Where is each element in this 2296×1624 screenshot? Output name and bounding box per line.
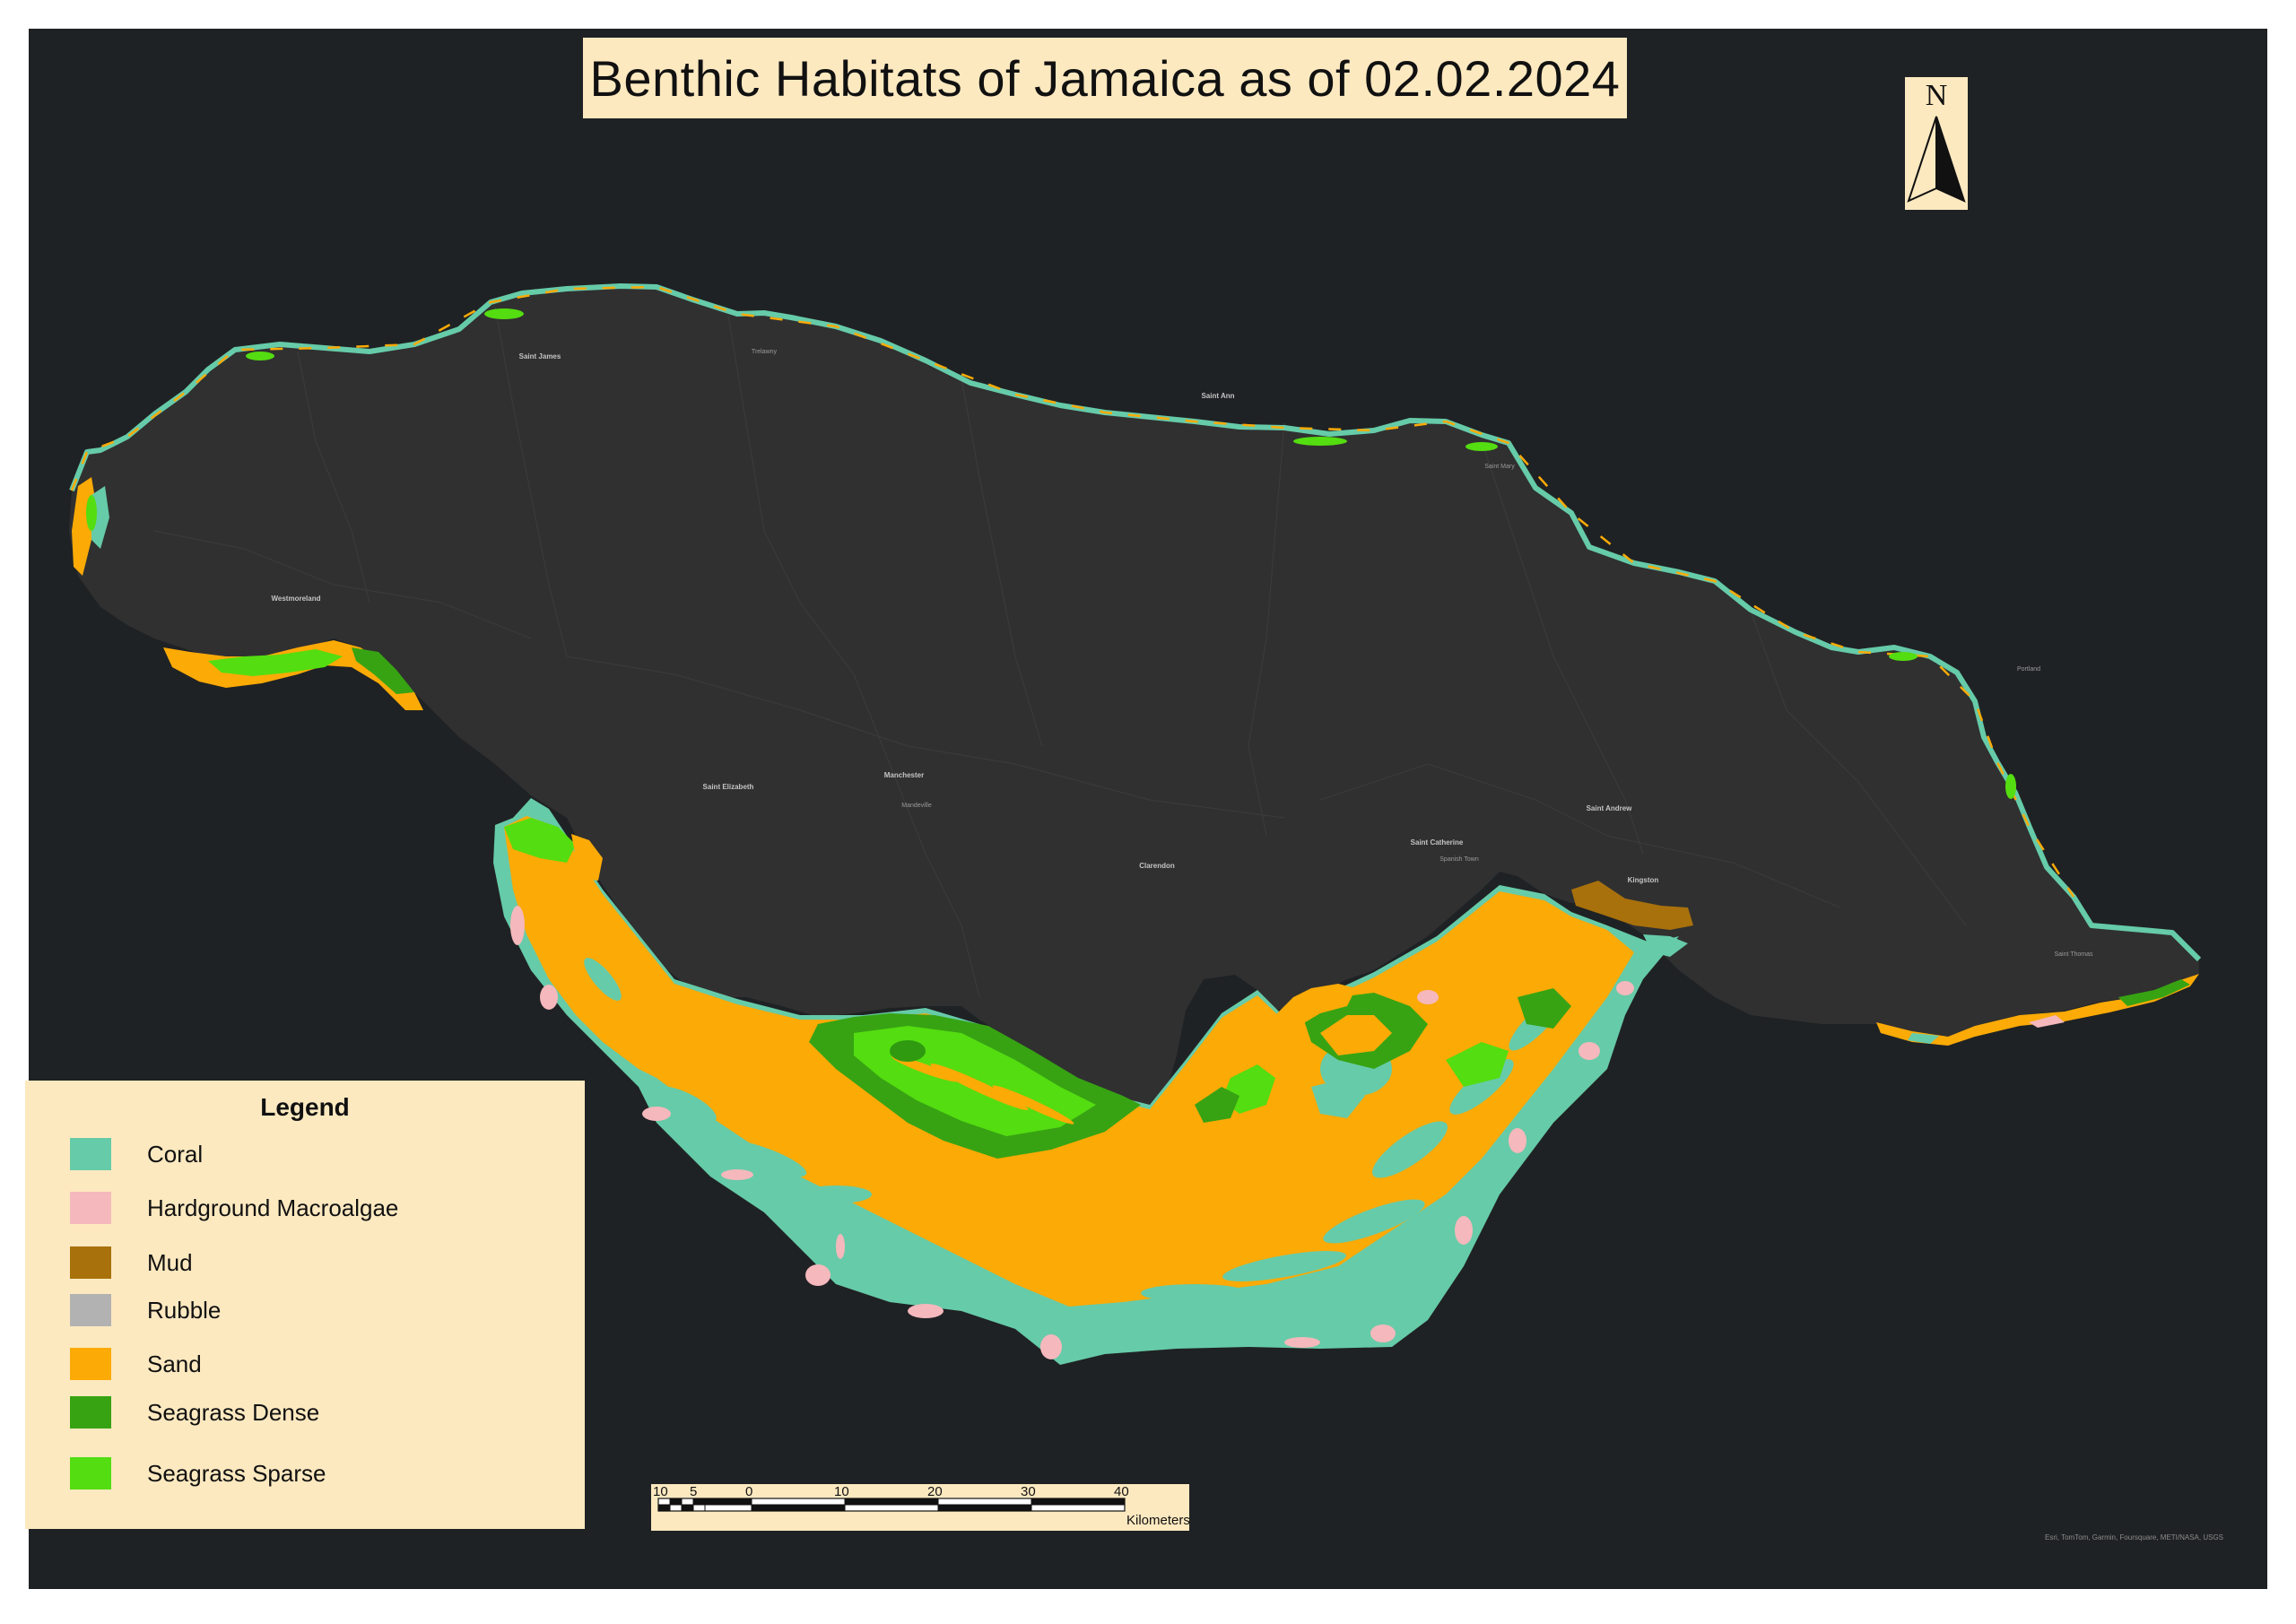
legend-swatch-mud <box>70 1246 111 1279</box>
bight-sand-streaks <box>891 1055 1074 1125</box>
st-thomas-sand <box>1876 974 2199 1046</box>
legend-item-mud: Mud <box>70 1245 193 1281</box>
legend-label-sand: Sand <box>147 1350 202 1377</box>
old-harbour-seagrass <box>1195 1087 1239 1123</box>
legend-label-rubble: Rubble <box>147 1296 222 1324</box>
legend-item-rubble: Rubble <box>70 1292 221 1328</box>
north-coast-sand <box>70 285 2075 898</box>
label-portland: Portland <box>2017 666 2040 673</box>
hellshire-sand <box>1320 1015 1392 1055</box>
legend-label-seagrass-dense: Seagrass Dense <box>147 1398 320 1426</box>
legend-swatch-coral <box>70 1138 111 1170</box>
black-river-sand <box>571 834 603 881</box>
label-saint-ann: Saint Ann <box>1201 392 1234 400</box>
scale-bar-blocks <box>657 1498 1126 1512</box>
scale-tick-20: 20 <box>927 1484 943 1499</box>
label-saint-james: Saint James <box>519 352 561 360</box>
legend-label-hardground-macroalgae: Hardground Macroalgae <box>147 1194 399 1221</box>
legend-swatch-hardground-macroalgae <box>70 1192 111 1224</box>
south-shelf-sand <box>504 816 1634 1307</box>
scale-unit: Kilometers <box>1126 1513 1189 1528</box>
legend-label-seagrass-sparse: Seagrass Sparse <box>147 1459 326 1487</box>
north-arrow-box: N <box>1905 77 1968 210</box>
map-title-box: Benthic Habitats of Jamaica as of 02.02.… <box>583 38 1627 118</box>
bluefields-seagrass <box>208 649 343 676</box>
legend-item-hardground-macroalgae: Hardground Macroalgae <box>70 1190 398 1226</box>
label-saint-elizabeth: Saint Elizabeth <box>703 783 754 791</box>
label-kingston: Kingston <box>1628 876 1659 884</box>
legend-label-coral: Coral <box>147 1140 204 1168</box>
label-saint-thomas: Saint Thomas <box>2054 951 2093 958</box>
legend-label-mud: Mud <box>147 1248 193 1276</box>
legend-swatch-seagrass-dense <box>70 1396 111 1429</box>
westmoreland-seagrass-dense <box>352 647 414 694</box>
island-land <box>69 286 2199 1105</box>
negril-coral <box>91 486 109 549</box>
north-label: N <box>1925 79 1948 112</box>
east-bight-seagrass <box>1446 1042 1509 1087</box>
label-saint-andrew: Saint Andrew <box>1587 804 1633 812</box>
label-spanish-town: Spanish Town <box>1439 856 1479 863</box>
label-manchester: Manchester <box>884 771 924 779</box>
scale-bar-graphic: 10 5 0 10 20 30 40 Kilometers <box>653 1484 1189 1528</box>
map-canvas: Saint James Trelawny Saint Ann Westmorel… <box>69 283 2202 1365</box>
legend-swatch-rubble <box>70 1294 111 1326</box>
place-labels: Saint James Trelawny Saint Ann Westmorel… <box>272 349 2094 958</box>
scale-tick-0: 0 <box>745 1484 752 1499</box>
legend-item-sand: Sand <box>70 1346 202 1382</box>
legend-item-seagrass-sparse: Seagrass Sparse <box>70 1455 326 1491</box>
legend-item-seagrass-dense: Seagrass Dense <box>70 1394 319 1430</box>
scale-bar: 10 5 0 10 20 30 40 Kilometers <box>651 1484 1189 1531</box>
goat-island-coral <box>1311 1078 1365 1118</box>
st-thomas-seagrass <box>2118 979 2190 1006</box>
st-thomas-coral <box>1908 1033 1939 1044</box>
scale-tick-30: 30 <box>1021 1484 1036 1499</box>
east-coast-coral <box>2029 1015 2065 1028</box>
scale-tick-5: 5 <box>690 1484 697 1499</box>
scale-tick-10-left: 10 <box>653 1484 668 1499</box>
black-river-seagrass <box>504 818 576 863</box>
legend-item-coral: Coral <box>70 1136 203 1172</box>
scale-bar-ticks: 10 5 0 10 20 30 40 Kilometers <box>653 1484 1189 1528</box>
legend-swatch-seagrass-sparse <box>70 1457 111 1489</box>
legend-title: Legend <box>260 1093 350 1121</box>
map-title: Benthic Habitats of Jamaica as of 02.02.… <box>589 49 1621 107</box>
label-saint-catherine: Saint Catherine <box>1411 838 1464 847</box>
hardground-patches <box>510 906 1634 1359</box>
kingston-mud <box>1571 881 1693 930</box>
map-credits: Esri, TomTom, Garmin, Foursquare, METI/N… <box>2045 1533 2224 1541</box>
scale-tick-10: 10 <box>834 1484 849 1499</box>
label-mandeville: Mandeville <box>901 803 932 809</box>
portmore-bay-sand <box>1266 984 1356 1060</box>
north-coast-seagrass <box>86 308 2016 799</box>
label-westmoreland: Westmoreland <box>272 595 321 603</box>
label-clarendon: Clarendon <box>1139 862 1175 870</box>
parish-boundaries <box>153 306 1967 998</box>
scale-tick-40: 40 <box>1114 1484 1129 1499</box>
label-trelawny: Trelawny <box>752 349 778 355</box>
legend-swatch-sand <box>70 1348 111 1380</box>
label-saint-mary: Saint Mary <box>1484 464 1515 470</box>
kingston-coral <box>1643 934 1688 957</box>
north-arrow-icon <box>1907 116 1966 203</box>
legend: Legend Coral Hardground Macroalgae Mud R… <box>25 1081 585 1529</box>
east-bight-seagrass-dense <box>1518 988 1571 1029</box>
